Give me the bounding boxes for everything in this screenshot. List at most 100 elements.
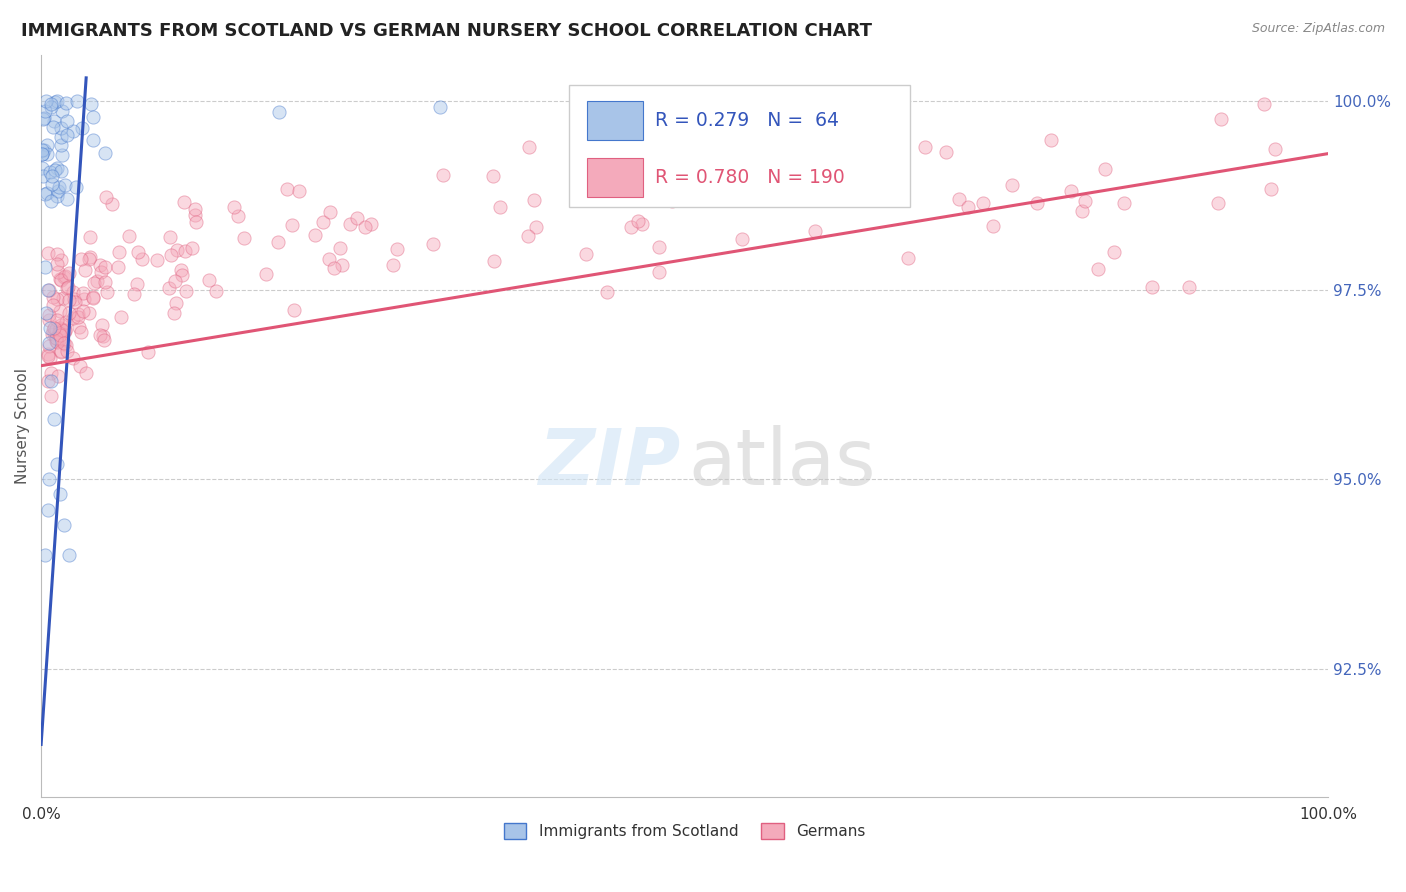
Point	[276, 182, 298, 196]
Point	[318, 252, 340, 267]
Point	[339, 217, 361, 231]
Point	[48, 333, 70, 347]
Point	[58, 266, 80, 280]
Point	[53, 178, 76, 192]
Point	[34, 548, 56, 562]
Point	[39, 321, 62, 335]
Point	[429, 100, 451, 114]
Point	[46, 265, 69, 279]
Point	[62, 124, 84, 138]
Point	[45, 322, 67, 336]
Point	[180, 241, 202, 255]
Point	[51, 164, 73, 178]
Point	[49, 320, 72, 334]
Point	[1178, 280, 1201, 294]
Point	[39, 99, 62, 113]
Point	[131, 252, 153, 266]
Point	[90, 265, 112, 279]
Point	[45, 257, 67, 271]
Point	[127, 277, 149, 292]
Point	[41, 389, 63, 403]
Point	[731, 232, 754, 246]
Point	[523, 193, 546, 207]
Point	[49, 304, 72, 318]
Y-axis label: Nursery School: Nursery School	[15, 368, 30, 484]
Point	[77, 306, 100, 320]
Point	[45, 457, 67, 471]
Point	[46, 94, 69, 108]
Point	[55, 192, 77, 206]
Point	[37, 502, 59, 516]
Point	[269, 105, 291, 120]
Point	[53, 324, 76, 338]
Point	[184, 202, 207, 216]
Point	[35, 306, 58, 320]
Point	[38, 472, 60, 486]
FancyBboxPatch shape	[586, 101, 644, 140]
Point	[1209, 112, 1232, 126]
Point	[89, 258, 111, 272]
Point	[163, 306, 186, 320]
Point	[174, 244, 197, 258]
Point	[160, 247, 183, 261]
Point	[51, 273, 73, 287]
Point	[107, 260, 129, 275]
Point	[41, 120, 63, 134]
Point	[37, 283, 59, 297]
Point	[53, 517, 76, 532]
Point	[1208, 196, 1230, 211]
Point	[58, 548, 80, 562]
Point	[381, 258, 404, 272]
Point	[319, 204, 342, 219]
Point	[1071, 204, 1094, 219]
Point	[627, 214, 650, 228]
Point	[312, 215, 335, 229]
Point	[51, 323, 73, 337]
Point	[55, 338, 77, 352]
Point	[226, 210, 249, 224]
Point	[810, 172, 832, 186]
Point	[34, 103, 56, 118]
Point	[72, 303, 94, 318]
Point	[35, 186, 58, 200]
Point	[159, 230, 181, 244]
Point	[46, 185, 69, 199]
Point	[1260, 182, 1282, 196]
Point	[56, 279, 79, 293]
Point	[1025, 195, 1047, 210]
Point	[267, 235, 290, 249]
Point	[322, 261, 344, 276]
Point	[49, 318, 72, 333]
Point	[283, 302, 305, 317]
Point	[55, 323, 77, 337]
Point	[75, 366, 97, 380]
Point	[48, 326, 70, 341]
Point	[31, 146, 53, 161]
Point	[42, 326, 65, 341]
Point	[66, 94, 89, 108]
Point	[51, 104, 73, 119]
Point	[1264, 142, 1286, 156]
Point	[49, 344, 72, 359]
Point	[49, 328, 72, 343]
Point	[96, 285, 118, 299]
Point	[51, 148, 73, 162]
Point	[1060, 185, 1083, 199]
Point	[42, 411, 65, 425]
Point	[824, 165, 846, 179]
Point	[31, 161, 53, 175]
Point	[647, 265, 669, 279]
Point	[897, 251, 920, 265]
Point	[346, 211, 368, 225]
Point	[79, 230, 101, 244]
Point	[93, 334, 115, 348]
Point	[1114, 195, 1136, 210]
Point	[91, 318, 114, 333]
Point	[38, 339, 60, 353]
Point	[45, 331, 67, 345]
Point	[51, 120, 73, 135]
Point	[108, 245, 131, 260]
Point	[58, 293, 80, 307]
Point	[32, 111, 55, 125]
Point	[62, 285, 84, 300]
